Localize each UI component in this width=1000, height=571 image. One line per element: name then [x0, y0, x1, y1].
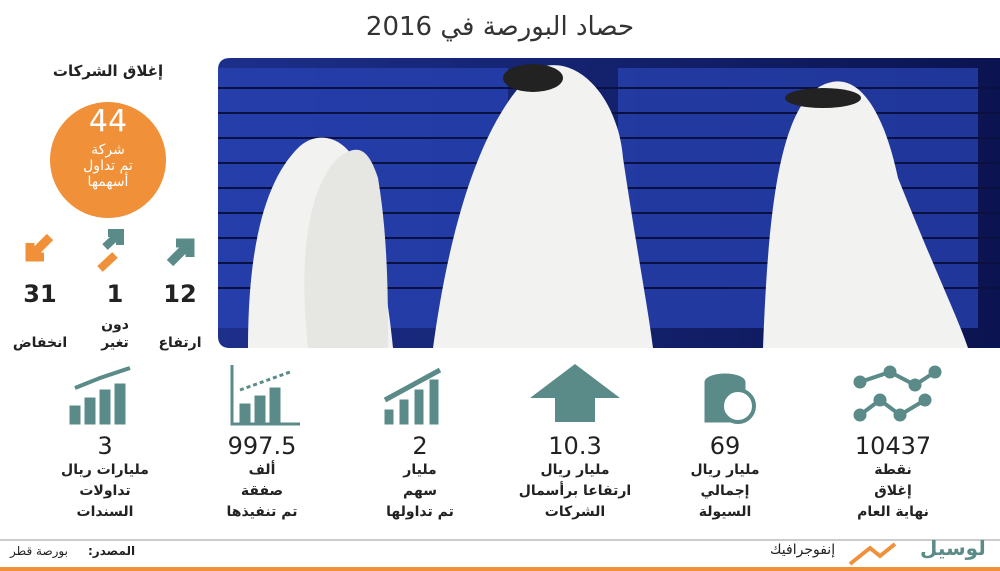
section: إنفوجرافيك — [770, 542, 836, 558]
photo — [218, 58, 1000, 348]
stat-label: إغلاق — [874, 483, 912, 499]
footer-rules — [0, 539, 1000, 571]
total-line: تم تداول — [83, 158, 133, 174]
source-label: المصدر: — [88, 544, 136, 558]
stat-label: تداولات — [79, 483, 131, 499]
stat-value: 10437 — [854, 432, 932, 460]
stat-label: تم تداولها — [386, 504, 454, 520]
stat-label: السيولة — [698, 504, 752, 520]
count-value: 31 — [23, 280, 57, 308]
count-label: دون — [101, 317, 129, 333]
stat-value: 2 — [412, 432, 428, 460]
stat-icons — [69, 364, 942, 426]
count-label: تغير — [101, 335, 129, 351]
count-label: انخفاض — [12, 335, 68, 351]
count-value: 1 — [106, 280, 124, 308]
stat-value: 3 — [97, 432, 113, 460]
companies-heading: إغلاق الشركات — [52, 62, 164, 80]
count-value: 12 — [163, 280, 197, 308]
stat-label: ارتفاعا برأسمال — [518, 483, 632, 499]
stat-unit: نقطة — [874, 462, 912, 478]
stat-label: الشركات — [544, 504, 606, 520]
stat-label: نهاية العام — [857, 504, 929, 520]
stat-unit: مليار — [403, 462, 437, 478]
stat-label: تم تنفيذها — [226, 504, 298, 520]
stat-label: سهم — [403, 483, 437, 499]
stat-label: إجمالي — [700, 483, 750, 499]
stat-unit: مليارات ريال — [61, 462, 149, 478]
total-line: أسهمها — [87, 174, 129, 190]
stat-unit: ألف — [248, 462, 276, 478]
logo: لوسيل — [920, 536, 986, 560]
stat-value: 10.3 — [548, 432, 602, 460]
title: حصاد البورصة في 2016 — [365, 12, 635, 42]
stat-label: صفقة — [240, 483, 284, 499]
stat-label: السندات — [76, 504, 134, 520]
source: بورصة قطر — [10, 544, 68, 558]
stat-value: 69 — [709, 432, 741, 460]
total-line: شركة — [91, 142, 125, 158]
count-label: ارتفاع — [158, 335, 202, 351]
stat-unit: مليار ريال — [690, 462, 760, 478]
stat-value: 997.5 — [227, 432, 297, 460]
companies-total-text: شركة تم تداول أسهمها — [83, 142, 133, 190]
companies-circle — [50, 102, 166, 218]
companies-total: 44 — [88, 104, 128, 139]
trend-icons — [25, 229, 195, 272]
stat-unit: مليار ريال — [540, 462, 610, 478]
